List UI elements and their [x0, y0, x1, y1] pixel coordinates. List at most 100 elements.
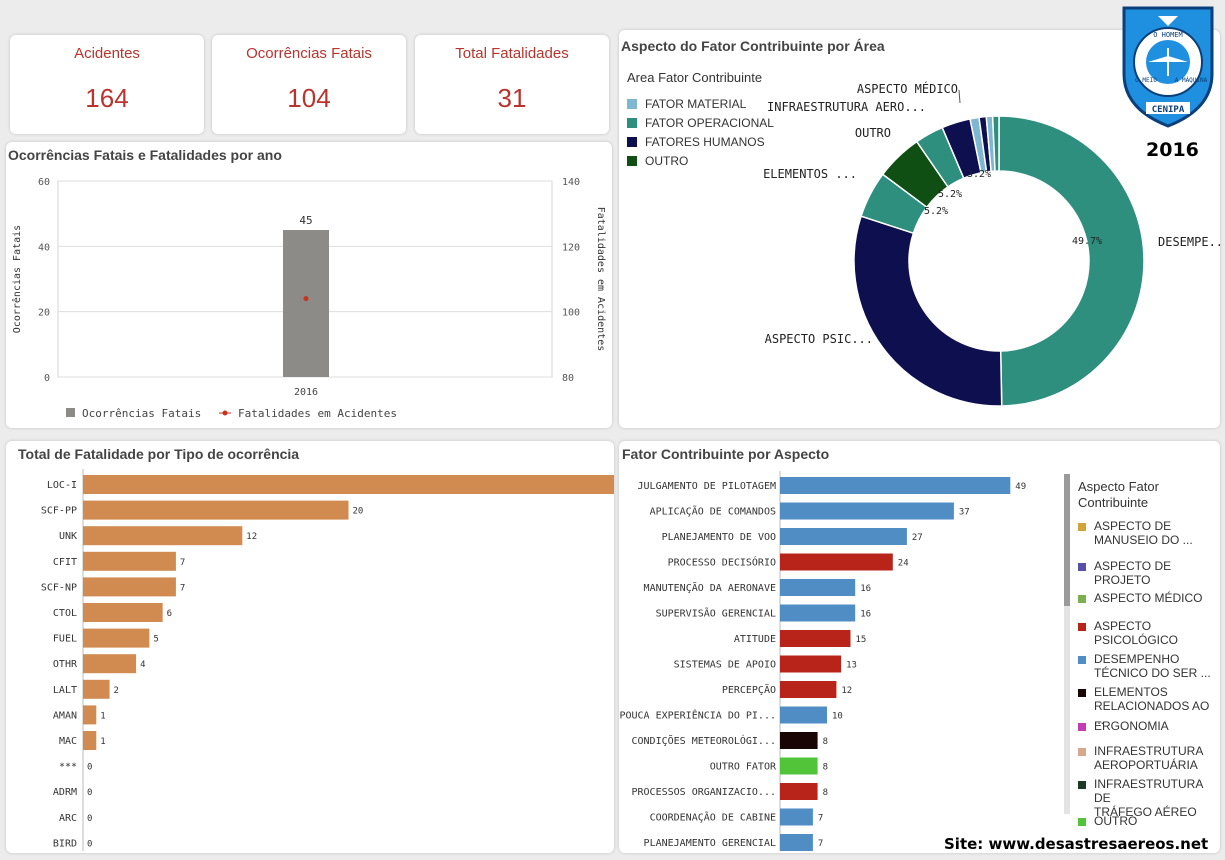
- category-label: ADRM: [53, 787, 77, 798]
- category-label: PROCESSO DECISÓRIO: [668, 556, 776, 569]
- bar-value-label: 16: [860, 610, 871, 620]
- aspect-legend-title: Aspecto Fator Contribuinte: [1078, 479, 1159, 511]
- category-label: LOC-I: [47, 480, 77, 491]
- right-tick-label: 80: [562, 373, 574, 384]
- kpi-value: 164: [85, 83, 129, 113]
- scrollbar-thumb[interactable]: [1064, 474, 1070, 606]
- aspect-legend-item[interactable]: ASPECTO DE MANUSEIO DO ...: [1078, 519, 1193, 547]
- bar: [780, 732, 818, 749]
- aspect-legend-item[interactable]: ERGONOMIA: [1078, 719, 1169, 733]
- bar-value-label: 0: [87, 814, 92, 824]
- aspect-legend-item[interactable]: ASPECTO MÉDICO: [1078, 591, 1202, 605]
- area-legend-item[interactable]: FATOR MATERIAL: [627, 97, 746, 111]
- bar-value-label: 10: [832, 712, 843, 722]
- bar: [780, 783, 818, 800]
- aspect-legend-scrollbar[interactable]: [1064, 474, 1070, 814]
- area-legend-item[interactable]: OUTRO: [627, 154, 688, 168]
- aspect-legend-item[interactable]: OUTRO: [1078, 814, 1137, 828]
- donut-slice-label: ASPECTO MÉDICO: [857, 81, 958, 96]
- type-chart-panel[interactable]: Total de Fatalidade por Tipo de ocorrênc…: [6, 441, 614, 853]
- point-fatalidades: [303, 296, 309, 302]
- legend-swatch: [627, 137, 637, 147]
- aspect-legend-item[interactable]: ASPECTO DE PROJETO: [1078, 559, 1220, 587]
- bar-value-label: 8: [823, 788, 828, 798]
- bar-value-label: 4: [140, 660, 145, 670]
- kpi-card-fatal-occurrences[interactable]: Ocorrências Fatais 104: [212, 35, 406, 134]
- year-chart-title: Ocorrências Fatais e Fatalidades por ano: [8, 147, 282, 163]
- area-legend-item[interactable]: FATORES HUMANOS: [627, 135, 765, 149]
- kpi-value: 31: [497, 83, 527, 113]
- svg-text:O MEIO: O MEIO: [1135, 77, 1157, 84]
- category-label: PROCESSOS ORGANIZACIO...: [632, 787, 777, 798]
- legend-swatch: [1078, 563, 1086, 571]
- donut-slice-label: ELEMENTOS ...: [763, 167, 857, 181]
- area-legend-title: Area Fator Contribuinte: [627, 70, 763, 85]
- bar: [780, 834, 813, 851]
- bar: [83, 475, 614, 494]
- bar-value-label: 6: [167, 609, 172, 619]
- legend-label: ELEMENTOS RELACIONADOS AO ...: [1094, 685, 1220, 727]
- kpi-label: Total Fatalidades: [455, 45, 569, 62]
- legend-label-line: TÉCNICO DO SER ...: [1094, 666, 1211, 680]
- aspect-legend-item[interactable]: INFRAESTRUTURA DE TRÁFEGO AÉREO: [1078, 777, 1220, 819]
- bar-value-label: 2: [114, 686, 119, 696]
- category-label: CONDIÇÕES METEOROLÓGI...: [632, 734, 777, 747]
- y-axis-label-right: Fatalidades em Acidentes: [595, 207, 606, 352]
- legend-label: OUTRO: [1094, 814, 1137, 828]
- legend-label-line: MANUSEIO DO ...: [1094, 533, 1193, 547]
- area-legend-item[interactable]: FATOR OPERACIONAL: [627, 116, 774, 130]
- kpi-card-accidents[interactable]: Acidentes 164: [10, 35, 204, 134]
- kpi-value: 104: [287, 83, 331, 113]
- area-chart-title: Aspecto do Fator Contribuinte por Área: [621, 38, 885, 54]
- donut-slice: [998, 115, 1145, 407]
- svg-text:CENIPA: CENIPA: [1152, 105, 1185, 115]
- legend-swatch: [1078, 781, 1086, 789]
- aspect-legend-item[interactable]: ELEMENTOS RELACIONADOS AO ...: [1078, 685, 1220, 727]
- aspect-chart-title: Fator Contribuinte por Aspecto: [622, 446, 830, 462]
- legend-swatch: [1078, 723, 1086, 731]
- left-tick-label: 60: [38, 177, 50, 188]
- bar: [780, 528, 907, 545]
- category-label: UNK: [59, 531, 77, 542]
- legend-label-line: ELEMENTOS: [1094, 685, 1168, 699]
- x-tick-label: 2016: [294, 387, 318, 398]
- cenipa-shield-icon: O HOMEM O MEIO A MÁQUINA CENIPA: [1122, 6, 1214, 128]
- left-tick-label: 40: [38, 242, 50, 253]
- legend-label-line: ASPECTO DE: [1094, 519, 1172, 533]
- legend-label-line: ASPECTO: [1094, 619, 1152, 633]
- category-label: SCF-PP: [41, 506, 77, 517]
- category-label: SUPERVISÃO GERENCIAL: [656, 607, 776, 620]
- donut-pct-label: 3.2%: [967, 169, 991, 180]
- legend-label-line: PSICOLÓGICO: [1094, 633, 1179, 647]
- kpi-card-total-fatalities[interactable]: Total Fatalidades 31: [415, 35, 609, 134]
- legend-title-line: Aspecto Fator: [1078, 479, 1159, 494]
- aspect-legend-item[interactable]: ASPECTO PSICOLÓGICO: [1078, 619, 1178, 647]
- area-chart-panel[interactable]: Aspecto do Fator Contribuinte por Área A…: [619, 30, 1220, 428]
- donut-slice-label: DESEMPE...: [1158, 235, 1220, 249]
- donut-pct-label: 30.3%: [930, 277, 960, 288]
- category-label: COORDENAÇÃO DE CABINE: [650, 811, 776, 824]
- y-axis-label-left: Ocorrências Fatais: [11, 225, 23, 333]
- aspect-chart-panel[interactable]: Fator Contribuinte por Aspecto JULGAMENT…: [619, 441, 1220, 853]
- aspect-legend-item[interactable]: INFRAESTRUTURA AEROPORTUÁRIA: [1078, 744, 1203, 772]
- bar: [83, 526, 243, 546]
- bar: [780, 502, 954, 520]
- aspect-legend-item[interactable]: DESEMPENHO TÉCNICO DO SER ...: [1078, 652, 1211, 680]
- bar: [780, 706, 827, 724]
- legend-dot-fatalidades: [222, 410, 228, 416]
- bar-value-label: 5: [153, 635, 158, 645]
- bar-value-label: 1: [100, 737, 105, 747]
- year-chart-panel[interactable]: Ocorrências Fatais e Fatalidades por ano…: [6, 142, 612, 428]
- bar-value-label: 49: [1015, 482, 1026, 492]
- bar: [83, 654, 137, 674]
- legend-label: ERGONOMIA: [1094, 719, 1169, 733]
- bar-value-label: 0: [87, 763, 92, 773]
- area-donut-chart: 49.7% DESEMPE... 30.3% ASPECTO PSIC... 5.2% E…: [763, 81, 1220, 407]
- bar-value-label: 0: [87, 839, 92, 849]
- bar-value-label: 16: [860, 584, 871, 594]
- legend-label-line: INFRAESTRUTURA DE: [1094, 777, 1203, 805]
- category-label: ATITUDE: [734, 634, 776, 645]
- category-label: PLANEJAMENTO GERENCIAL: [644, 838, 776, 849]
- bar-value-label: 7: [180, 558, 185, 568]
- site-watermark: Site: www.desastresaereos.net: [944, 835, 1209, 853]
